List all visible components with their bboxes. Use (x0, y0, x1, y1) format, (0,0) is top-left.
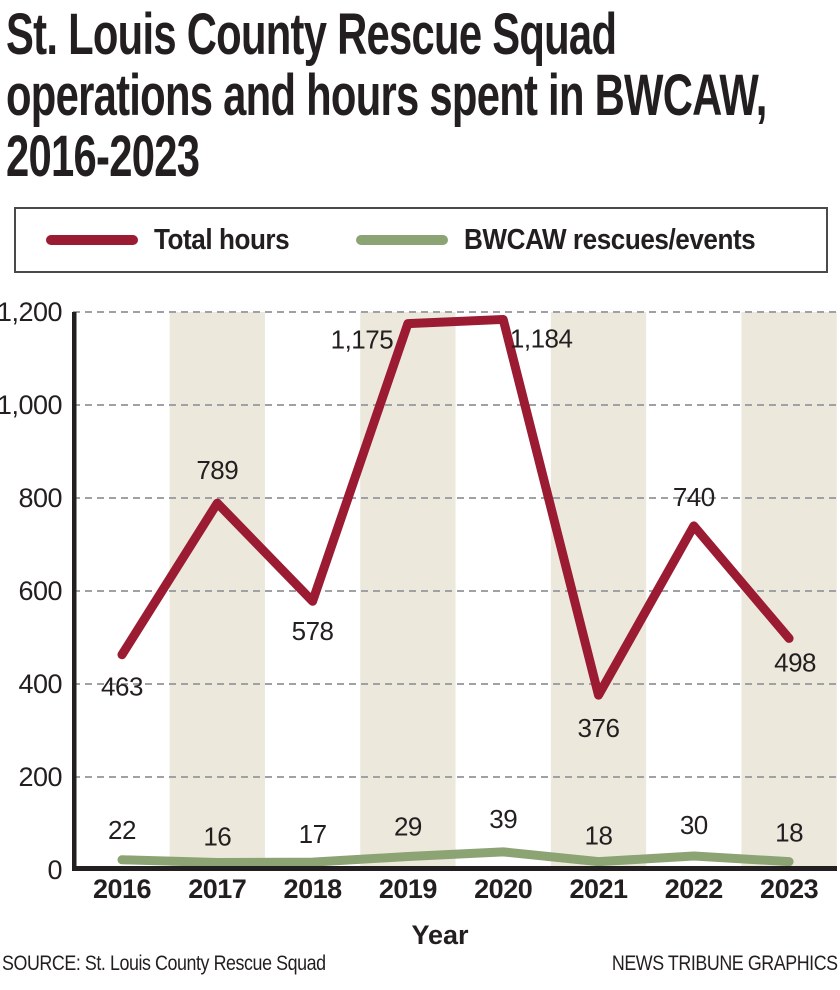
data-point-label: 376 (578, 713, 620, 743)
data-point-label: 789 (196, 455, 238, 485)
data-point-label: 30 (680, 810, 708, 840)
y-tick-label: 1,200 (0, 297, 62, 327)
chart-title-line-1: St. Louis County Rescue Squad (6, 2, 617, 67)
data-point-label: 498 (774, 647, 816, 677)
y-tick-label: 400 (18, 669, 62, 699)
y-tick-label: 0 (47, 855, 62, 885)
legend-label-total-hours: Total hours (154, 223, 290, 256)
x-tick-label: 2019 (379, 874, 438, 904)
y-tick-label: 600 (18, 576, 62, 606)
data-point-label: 17 (299, 819, 327, 849)
x-axis-line (72, 866, 837, 871)
x-tick-label: 2018 (284, 874, 343, 904)
x-tick-label: 2016 (93, 874, 152, 904)
data-point-label: 1,175 (331, 325, 394, 355)
x-tick-label: 2023 (760, 874, 819, 904)
data-point-label: 22 (108, 815, 136, 845)
total-hours-line-swatch (46, 235, 138, 245)
bwcaw-rescues-line-swatch (356, 235, 449, 245)
data-point-label: 18 (585, 821, 613, 851)
data-point-label: 463 (101, 672, 143, 702)
data-point-label: 578 (292, 616, 334, 646)
source-credit: SOURCE: St. Louis County Rescue Squad (2, 952, 326, 975)
series-line-total-hours (117, 314, 794, 700)
data-point-label: 740 (673, 482, 715, 512)
data-point-label: 29 (394, 812, 422, 842)
y-axis-line (72, 312, 77, 870)
chart-title-line-3: 2016-2023 (6, 124, 200, 189)
legend-item-total-hours: Total hours (46, 224, 304, 257)
y-tick-label: 1,000 (0, 390, 62, 420)
chart-title: St. Louis County Rescue Squad operations… (6, 4, 767, 187)
data-point-label: 18 (775, 818, 803, 848)
chart-title-line-2: operations and hours spent in BWCAW, (6, 63, 767, 128)
series-line-bwcaw-rescues (117, 847, 794, 868)
x-tick-label: 2020 (474, 874, 532, 904)
graphics-credit: NEWS TRIBUNE GRAPHICS (612, 952, 838, 975)
y-tick-label: 200 (18, 762, 62, 792)
data-point-label: 1,184 (510, 323, 573, 353)
x-tick-label: 2017 (188, 874, 246, 904)
data-point-label: 16 (203, 822, 231, 852)
y-tick-label: 800 (18, 483, 62, 513)
x-tick-label: 2022 (665, 874, 723, 904)
legend-label-bwcaw-rescues: BWCAW rescues/events (464, 223, 756, 256)
footer: SOURCE: St. Louis County Rescue Squad NE… (0, 952, 840, 976)
x-tick-label: 2021 (569, 874, 628, 904)
legend-item-bwcaw-rescues: BWCAW rescues/events (356, 224, 788, 257)
x-axis-title: Year (411, 920, 469, 950)
data-point-label: 39 (489, 804, 517, 834)
line-chart: 0 200 400 600 800 1,000 1,200 463 789 578 1,175 1,1… (0, 297, 837, 950)
legend: Total hours BWCAW rescues/events (14, 207, 828, 273)
